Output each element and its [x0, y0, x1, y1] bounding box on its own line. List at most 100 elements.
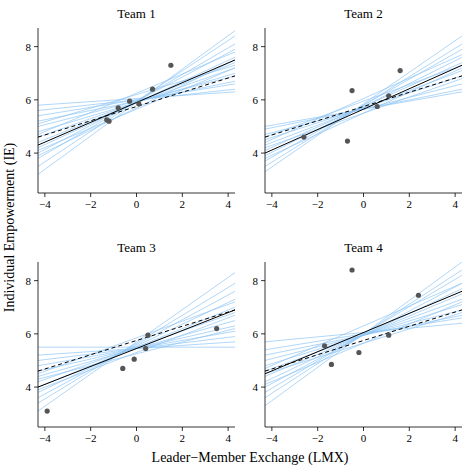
point — [301, 135, 306, 140]
x-tick — [44, 193, 45, 197]
point — [120, 366, 125, 371]
point — [356, 350, 361, 355]
draw-line — [38, 84, 235, 116]
fit-line — [38, 310, 235, 387]
plot-area — [265, 36, 462, 172]
x-tick-label: −2 — [85, 432, 97, 444]
x-tick-label: −2 — [85, 198, 97, 210]
y-tick-label: 6 — [26, 94, 32, 106]
y-axis — [265, 28, 266, 193]
y-axis — [265, 262, 266, 427]
x-tick-label: 2 — [407, 198, 413, 210]
x-tick — [455, 193, 456, 197]
y-tick-label: 4 — [26, 147, 32, 159]
plot-area — [38, 273, 235, 414]
x-tick — [317, 427, 318, 431]
draw-line — [265, 76, 462, 140]
x-tick — [363, 193, 364, 197]
point — [45, 408, 50, 413]
x-tick-label: 4 — [225, 432, 231, 444]
x-tick-label: 2 — [407, 432, 413, 444]
plot-area — [38, 31, 235, 175]
x-tick — [409, 427, 410, 431]
y-tick-label: 8 — [26, 41, 32, 53]
draw-line — [265, 289, 462, 382]
draw-line — [38, 65, 235, 124]
draw-line — [38, 60, 235, 156]
draw-line — [265, 270, 462, 398]
panel: Team 4−4−2024468 — [253, 240, 463, 444]
draw-line — [265, 65, 462, 137]
dashed-line — [265, 310, 462, 371]
draw-line — [265, 283, 462, 387]
draw-line — [38, 299, 235, 392]
point — [143, 346, 148, 351]
draw-line — [38, 89, 235, 110]
point — [132, 357, 137, 362]
x-tick — [455, 427, 456, 431]
draw-line — [265, 302, 462, 385]
x-tick-label: −4 — [39, 432, 51, 444]
x-tick — [228, 193, 229, 197]
point — [116, 105, 121, 110]
point — [127, 99, 132, 104]
draw-line — [265, 262, 462, 406]
x-tick-label: 4 — [452, 198, 458, 210]
draw-line — [265, 44, 462, 166]
y-tick — [34, 280, 38, 281]
y-tick — [261, 280, 265, 281]
y-tick — [34, 153, 38, 154]
draw-line — [38, 52, 235, 135]
draw-line — [38, 57, 235, 147]
draw-line — [38, 315, 235, 390]
point — [386, 93, 391, 98]
y-axis — [38, 28, 39, 193]
panel-title: Team 4 — [344, 240, 383, 255]
y-tick-label: 8 — [253, 41, 259, 53]
y-tick-label: 6 — [26, 328, 32, 340]
y-tick-label: 4 — [253, 381, 259, 393]
point — [136, 101, 141, 106]
panel: Team 2−4−2024468 — [253, 6, 463, 210]
x-tick — [182, 193, 183, 197]
y-tick — [261, 387, 265, 388]
draw-line — [265, 294, 462, 377]
x-tick — [363, 427, 364, 431]
plot-area — [265, 262, 462, 406]
y-tick-label: 4 — [26, 381, 32, 393]
draw-line — [265, 55, 462, 143]
fit-line — [265, 291, 462, 374]
y-tick — [34, 99, 38, 100]
y-tick — [261, 153, 265, 154]
draw-line — [265, 49, 462, 161]
y-tick — [34, 333, 38, 334]
x-tick — [317, 193, 318, 197]
point — [168, 63, 173, 68]
point — [145, 333, 150, 338]
point — [349, 88, 354, 93]
draw-line — [38, 329, 235, 380]
x-tick-label: 0 — [361, 198, 367, 210]
draw-line — [38, 76, 235, 127]
point — [329, 362, 334, 367]
panel: Team 1−4−2024468 — [26, 6, 236, 210]
x-tick — [136, 193, 137, 197]
y-tick-label: 6 — [253, 94, 259, 106]
point — [322, 343, 327, 348]
draw-line — [38, 291, 235, 397]
y-tick-label: 4 — [253, 147, 259, 159]
fit-line — [265, 65, 462, 153]
x-tick — [271, 193, 272, 197]
draw-line — [38, 307, 235, 387]
point — [375, 104, 380, 109]
x-tick-label: 2 — [180, 432, 186, 444]
draw-line — [38, 313, 235, 382]
x-tick-label: −4 — [266, 198, 278, 210]
y-tick — [34, 387, 38, 388]
draw-line — [265, 79, 462, 148]
y-tick — [261, 333, 265, 334]
point — [349, 267, 354, 272]
x-tick-label: 0 — [361, 432, 367, 444]
draw-line — [265, 283, 462, 368]
x-tick — [136, 427, 137, 431]
